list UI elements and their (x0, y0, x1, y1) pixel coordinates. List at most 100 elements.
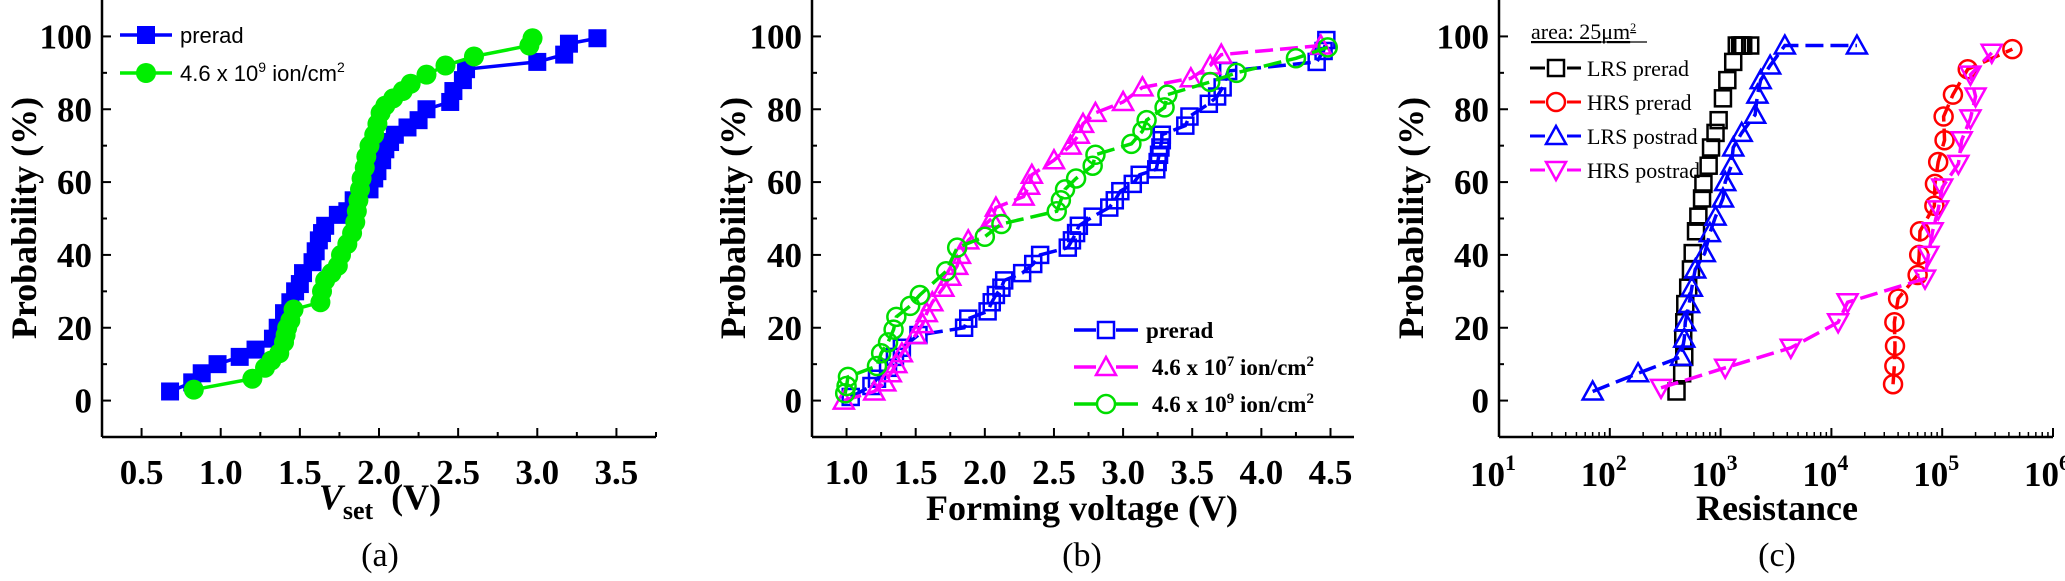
data-point (1703, 204, 1728, 226)
legend-label-text: 4.6 x 10 (1152, 355, 1227, 380)
data-point (1778, 338, 1803, 361)
y-tick-label: 0 (75, 382, 93, 421)
data-point (1748, 67, 1773, 90)
data-point (1672, 326, 1697, 348)
series-4-6-x-10-9-ion-cm-2 (183, 28, 543, 400)
y-tick-label: 20 (1454, 309, 1489, 348)
data-point (958, 309, 978, 328)
y-axis-title: Probability (%) (4, 97, 44, 339)
data-point (837, 366, 859, 388)
legend-label: HRS postrad (1587, 158, 1700, 183)
legend-label: 4.6 x 107 ion/cm2 (1152, 354, 1314, 380)
legend-marker-bg (1096, 358, 1116, 376)
data-point (1706, 123, 1725, 143)
legend-marker-bg (1096, 321, 1116, 339)
data-point (836, 375, 857, 397)
legend-label: prerad (180, 23, 244, 48)
y-axis-title: Probability (%) (713, 97, 753, 339)
x-tick-label: 2.0 (963, 453, 1007, 492)
x-tick-label: 106 (2024, 450, 2065, 494)
data-point (866, 355, 888, 377)
x-axis-title-symbol: V (319, 477, 346, 517)
legend-marker (1096, 320, 1116, 340)
x-tick-label: 3.5 (595, 453, 639, 492)
x-tick-base: 10 (1802, 455, 1837, 494)
x-tick-label: 2.0 (357, 453, 401, 492)
data-point (1949, 130, 1974, 153)
x-tick-label: 1.0 (199, 453, 243, 492)
data-point (889, 340, 914, 363)
series-line (1891, 47, 2014, 385)
x-tick-label: 104 (1802, 450, 1848, 494)
legend-label-text: prerad (1146, 318, 1214, 343)
x-tick-label: 1.0 (825, 453, 869, 492)
data-point (1070, 111, 1096, 134)
series-line (1660, 51, 1993, 390)
data-point (161, 382, 180, 401)
legend-marker (1093, 354, 1119, 377)
data-point (886, 306, 907, 328)
data-point (1772, 32, 1797, 55)
data-point (283, 299, 304, 320)
y-tick-label: 80 (767, 90, 802, 129)
x-tick-exponent: 2 (1616, 450, 1627, 475)
legend-header-exponent: 2 (1630, 20, 1636, 34)
data-point (1679, 275, 1704, 297)
x-tick-label: 4.5 (1309, 453, 1353, 492)
series-hrs-prerad (1882, 38, 2023, 395)
data-point (1677, 291, 1702, 314)
data-point (1178, 65, 1203, 88)
data-point (1011, 184, 1036, 206)
data-point (1580, 378, 1605, 401)
data-point (1930, 178, 1955, 201)
data-point (1065, 168, 1087, 189)
data-point (1907, 264, 1928, 286)
data-point (1884, 312, 1905, 333)
legend-label-unit-exponent: 2 (1306, 354, 1314, 370)
legend-label-unit-exponent: 2 (1306, 391, 1314, 407)
series-line (169, 36, 598, 394)
data-point (1110, 89, 1136, 112)
y-tick-label: 40 (57, 236, 92, 275)
panel-b: 0 20 40 60 80 100 1.0 1.5 2.0 2.5 3.0 3.5 4.0 4.5 Prob… (713, 0, 1354, 574)
panel-label: (b) (1062, 537, 1102, 574)
data-point (1673, 309, 1698, 332)
data-point (1713, 169, 1738, 192)
data-point (1723, 52, 1743, 72)
data-point (1668, 344, 1694, 367)
x-axis-title: Resistance (1696, 488, 1858, 528)
data-point (903, 322, 928, 345)
legend-label-text: 4.6 x 10 (180, 61, 258, 86)
x-tick-base: 10 (1470, 455, 1505, 494)
data-point (1946, 154, 1971, 177)
legend-marker-bg (1545, 58, 1567, 78)
x-tick-label: 103 (1692, 450, 1738, 494)
panel-a: 0 20 40 60 80 100 0.5 1.0 1.5 2.0 2.5 3.0 3.5 Probabi… (4, 0, 657, 574)
legend-marker-bg (1545, 160, 1567, 180)
data-point (1701, 138, 1721, 157)
x-tick-label: 102 (1581, 450, 1627, 494)
data-point (1046, 200, 1067, 222)
data-point (1136, 109, 1157, 131)
legend-marker (1543, 123, 1569, 146)
data-point (1085, 144, 1106, 166)
data-point (884, 351, 909, 374)
y-tick-label: 40 (1454, 236, 1489, 275)
data-point (183, 379, 204, 400)
data-point (1132, 120, 1153, 142)
data-point (1180, 107, 1199, 126)
data-point (1648, 378, 1674, 401)
data-point (559, 34, 578, 53)
data-point (1130, 74, 1155, 97)
data-point (956, 227, 981, 250)
data-point (883, 319, 904, 340)
x-tick-label: 4.0 (1239, 453, 1283, 492)
panel-label: (a) (361, 537, 399, 574)
data-point (1054, 179, 1076, 200)
data-point (1683, 243, 1702, 263)
data-point (1709, 110, 1728, 130)
legend-label: prerad (1146, 318, 1214, 343)
